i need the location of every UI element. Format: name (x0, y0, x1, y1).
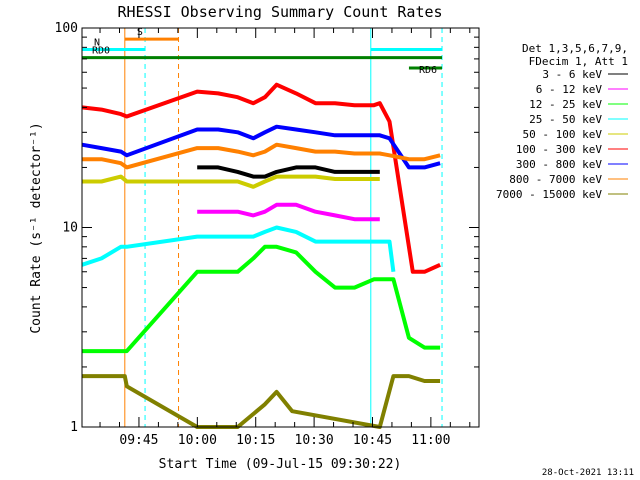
legend-entry-3-6-kev: 3 - 6 keV (542, 68, 602, 81)
flag-label-rd6: RD6 (419, 65, 437, 76)
series-line-25-50-kev (81, 225, 396, 273)
series-line-6-12-kev (197, 202, 380, 222)
legend-entry-100-300-kev: 100 - 300 keV (516, 143, 602, 156)
x-tick-label-11-00: 11:00 (411, 433, 450, 448)
flag-label-s: S (137, 27, 143, 38)
legend-entry-7000-15000-kev: 7000 - 15000 keV (496, 188, 602, 201)
x-tick-label-10-30: 10:30 (295, 433, 334, 448)
legend: Det 1,3,5,6,7,9,FDecim 1, Att 13 - 6 keV… (496, 42, 628, 201)
series-line-50-100-kev (82, 174, 380, 189)
flag-label-rd0: RD0 (92, 46, 110, 57)
legend-entry-12-25-kev: 12 - 25 keV (529, 98, 602, 111)
x-tick-label-09-45: 09:45 (119, 433, 158, 448)
flag-label-n: N (94, 38, 100, 49)
y-tick-label-100: 100 (55, 21, 78, 36)
series-line-800-7000-kev (82, 142, 441, 170)
x-tick-label-10-00: 10:00 (178, 433, 217, 448)
legend-entry-25-50-kev: 25 - 50 keV (529, 113, 602, 126)
legend-entry-300-800-kev: 300 - 800 keV (516, 158, 602, 171)
axes-layer: 1 10 100 09:45 10:00 10:15 10:30 10:45 11:00 (55, 21, 479, 448)
legend-entry-6-12-kev: 6 - 12 keV (536, 83, 603, 96)
y-tick-label-10: 10 (62, 221, 78, 236)
y-axis-label: Count Rate (s⁻¹ detector⁻¹) (29, 122, 44, 333)
legend-header-line-1: Det 1,3,5,6,7,9, (522, 42, 628, 55)
legend-entry-50-100-kev: 50 - 100 keV (523, 128, 603, 141)
series-line-300-800-kev (81, 124, 441, 170)
x-axis-label: Start Time (09-Jul-15 09:30:22) (159, 457, 402, 472)
y-tick-label-1: 1 (70, 420, 78, 435)
x-tick-label-10-45: 10:45 (353, 433, 392, 448)
series-line-12-25-kev (82, 244, 441, 354)
chart-title: RHESSI Observing Summary Count Rates (117, 3, 442, 21)
series-line-3-6-kev (197, 165, 380, 179)
footer-timestamp: 28-Oct-2021 13:11 (542, 468, 634, 478)
series-line-7000-15000-kev (82, 374, 441, 429)
legend-header-line-2: FDecim 1, Att 1 (529, 55, 628, 68)
legend-entry-800-7000-kev: 800 - 7000 keV (509, 173, 602, 186)
series-line-100-300-kev (81, 82, 441, 274)
x-tick-label-10-15: 10:15 (236, 433, 275, 448)
